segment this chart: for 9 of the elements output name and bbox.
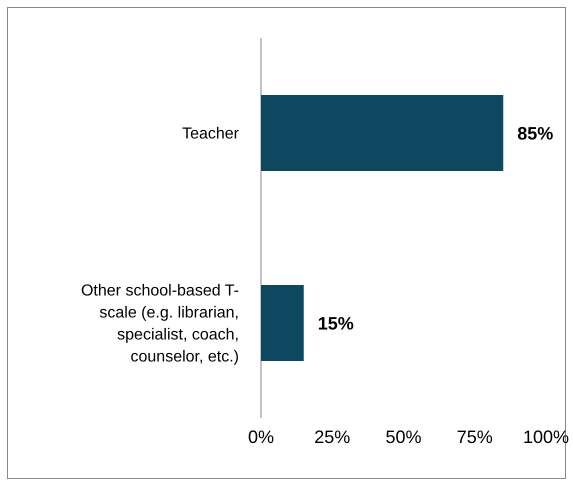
y-tick-label: Other school-based T-scale (e.g. librarian, specialist, coach, counselor, etc.)	[80, 282, 239, 366]
y-tick-label: Teacher	[182, 126, 240, 143]
x-tick-label: 25%	[314, 426, 350, 447]
x-tick-label: 75%	[456, 426, 493, 447]
x-tick-label: 50%	[385, 426, 422, 447]
x-tick-label: 0%	[248, 426, 274, 447]
x-tick-label: 100%	[522, 426, 570, 447]
data-label: 15%	[318, 313, 354, 334]
data-label: 85%	[517, 123, 554, 144]
